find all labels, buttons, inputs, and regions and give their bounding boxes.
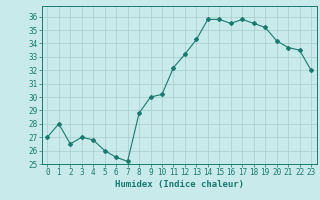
X-axis label: Humidex (Indice chaleur): Humidex (Indice chaleur) [115,180,244,189]
